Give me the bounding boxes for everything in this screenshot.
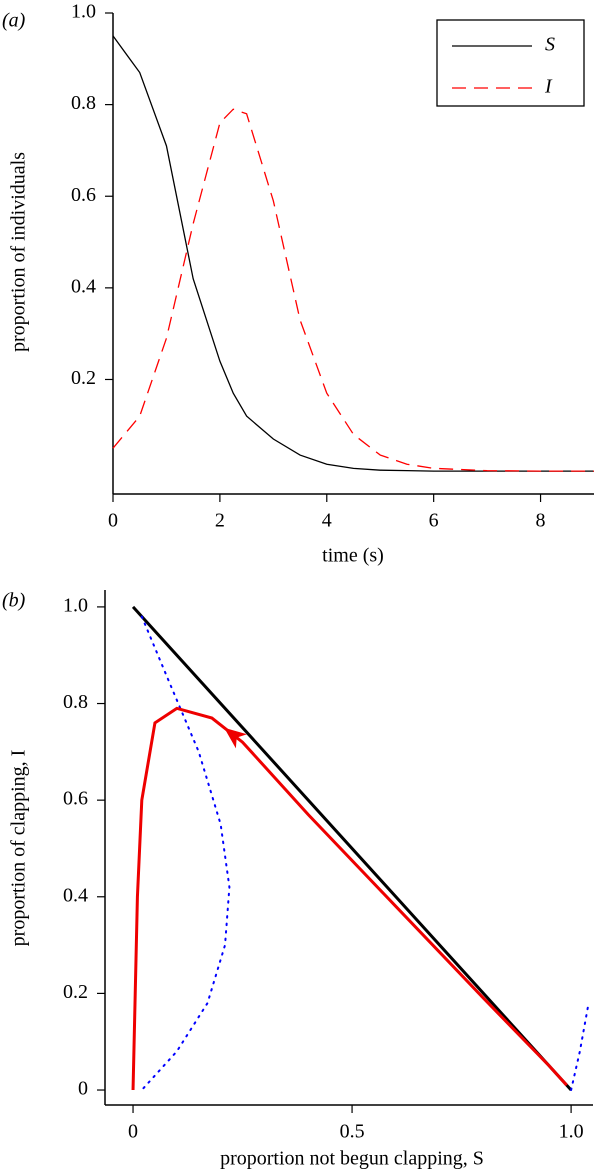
x-tick-label: 4	[322, 510, 332, 532]
x-tick-label: 2	[215, 510, 225, 532]
y-tick-label: 0.2	[71, 367, 96, 389]
series-line	[140, 615, 231, 1092]
series-line	[112, 35, 594, 472]
y-tick-label: 0.8	[71, 92, 96, 114]
y-tick-label: 1.0	[71, 1, 96, 23]
panel-label: (a)	[2, 10, 26, 32]
y-tick-label: 0.2	[63, 981, 88, 1003]
legend-box	[436, 19, 585, 107]
x-tick-label: 8	[536, 510, 546, 532]
y-tick-label: 1.0	[63, 595, 88, 617]
arrow-head	[224, 727, 248, 749]
x-tick-label: 0	[108, 510, 118, 532]
y-tick-label: 0.6	[63, 788, 88, 810]
x-tick-label: 0.5	[340, 1121, 365, 1143]
series-line	[131, 706, 568, 1091]
y-tick-label: 0.8	[63, 691, 88, 713]
x-tick-label: 6	[429, 510, 439, 532]
x-tick-label: 0	[128, 1121, 138, 1143]
legend: SI	[436, 19, 585, 107]
y-tick-label: 0.6	[71, 184, 96, 206]
y-axis-label: proportion of individuals	[8, 152, 30, 352]
panel-label: (b)	[2, 590, 26, 612]
x-axis-label: proportion not begun clapping, S	[220, 1148, 484, 1170]
legend-label: S	[545, 34, 555, 56]
series-line	[112, 108, 594, 472]
legend-label: I	[544, 76, 553, 98]
series-line	[570, 1002, 590, 1092]
y-tick-label: 0	[78, 1078, 88, 1100]
x-axis-label: time (s)	[322, 545, 384, 567]
y-tick-label: 0.4	[63, 884, 88, 906]
y-axis-label: proportion of clapping, I	[8, 750, 30, 947]
x-tick-label: 1.0	[559, 1121, 584, 1143]
series-line	[131, 605, 573, 1092]
y-tick-label: 0.4	[71, 275, 96, 297]
